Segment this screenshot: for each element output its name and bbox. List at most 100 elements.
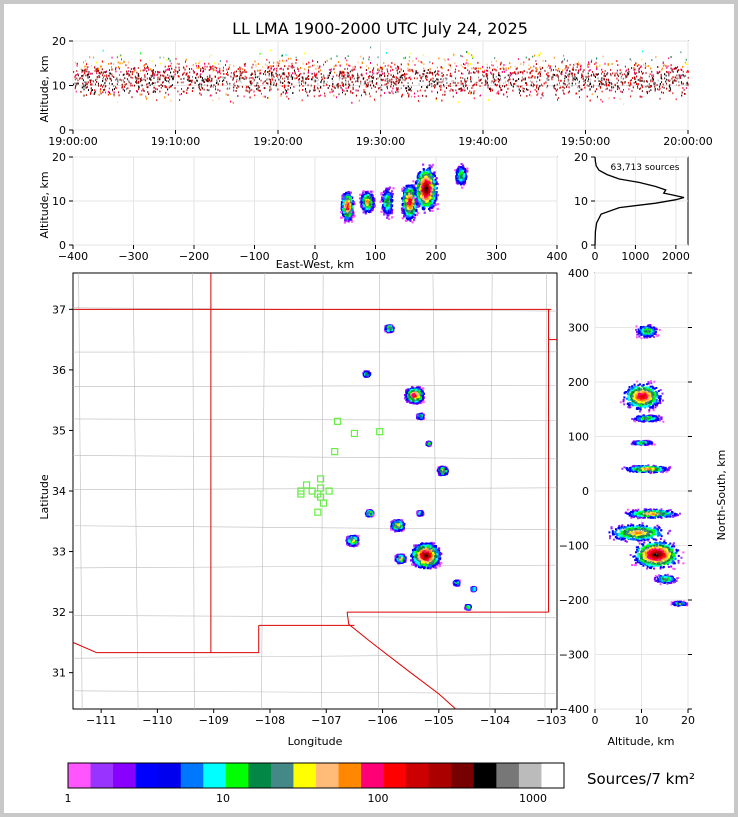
time-height-source-point: [529, 76, 531, 79]
time-height-source-point: [531, 76, 533, 79]
time-height-source-point: [356, 80, 358, 82]
time-height-source-point: [520, 85, 522, 88]
time-height-source-point: [117, 81, 119, 83]
time-height-source-point: [165, 86, 167, 89]
time-height-source-point: [512, 72, 514, 74]
time-height-source-point: [396, 77, 398, 80]
time-height-source-point: [110, 78, 112, 80]
time-height-source-point: [378, 87, 380, 90]
time-height-source-point: [162, 74, 164, 77]
time-height-source-point: [101, 68, 103, 71]
time-height-source-point: [188, 79, 190, 82]
east-west-source-point: [344, 209, 347, 212]
time-height-source-point: [132, 70, 134, 73]
time-height-source-point: [630, 83, 632, 86]
time-height-source-point: [178, 66, 180, 69]
time-height-source-point: [449, 74, 451, 77]
time-height-source-point: [288, 65, 290, 67]
time-height-source-point: [254, 85, 256, 87]
time-height-source-point: [131, 77, 133, 79]
time-height-source-point: [112, 88, 114, 91]
time-height-source-point: [239, 66, 241, 69]
east-west-source-point: [368, 210, 371, 214]
time-height-source-point: [449, 85, 451, 87]
time-height-source-point: [330, 70, 332, 73]
time-height-source-point: [662, 83, 664, 86]
time-height-source-point: [569, 70, 571, 73]
time-height-source-point: [239, 68, 241, 70]
time-height-source-point: [260, 72, 262, 75]
time-height-source-point: [191, 67, 193, 70]
time-height-source-point: [661, 86, 663, 88]
time-height-source-point: [282, 82, 284, 84]
time-height-source-point: [585, 75, 587, 78]
time-height-source-point: [182, 66, 184, 69]
time-height-source-point: [368, 56, 370, 59]
time-height-source-point: [88, 76, 90, 78]
time-height-source-point: [289, 81, 291, 84]
time-height-source-point: [249, 80, 251, 83]
time-height-source-point: [167, 74, 169, 76]
time-height-source-point: [179, 93, 181, 96]
time-height-source-point: [350, 91, 352, 94]
time-height-source-point: [596, 57, 598, 60]
time-height-source-point: [664, 77, 666, 80]
time-height-source-point: [212, 99, 214, 102]
time-height-source-point: [473, 90, 475, 93]
east-west-source-point: [351, 196, 354, 199]
time-height-source-point: [510, 81, 512, 84]
time-height-source-point: [315, 76, 317, 78]
time-height-source-point: [619, 69, 621, 72]
time-height-source-point: [333, 68, 335, 71]
time-height-source-point: [395, 76, 397, 79]
time-height-source-point: [500, 79, 502, 82]
time-height-source-point: [238, 70, 240, 73]
time-height-source-point: [343, 89, 345, 92]
time-height-source-point: [341, 75, 343, 78]
time-height-source-point: [246, 85, 248, 88]
time-height-source-point: [390, 69, 392, 72]
time-height-source-point: [507, 79, 509, 82]
time-height-source-point: [175, 66, 177, 69]
time-height-source-point: [212, 67, 214, 70]
time-height-source-point: [615, 90, 617, 93]
time-height-source-point: [565, 69, 567, 72]
time-height-source-point: [189, 68, 191, 70]
time-height-source-point: [400, 76, 402, 79]
time-height-source-point: [649, 73, 651, 76]
time-height-source-point: [297, 68, 299, 71]
time-height-source-point: [679, 76, 681, 79]
time-height-source-point: [478, 70, 480, 73]
time-height-source-point: [578, 70, 580, 73]
time-height-source-point: [127, 72, 129, 75]
time-height-source-point: [309, 65, 311, 68]
time-height-source-point: [426, 72, 428, 75]
time-height-source-point: [379, 66, 381, 69]
time-height-source-point: [567, 91, 569, 94]
time-height-source-point: [657, 66, 659, 68]
time-height-source-point: [140, 79, 142, 82]
time-height-source-point: [300, 83, 302, 85]
time-height-source-point: [527, 89, 529, 91]
time-height-source-point: [455, 65, 457, 68]
time-height-source-point: [404, 75, 406, 78]
time-height-source-point: [553, 74, 555, 76]
time-height-source-point: [176, 71, 178, 74]
time-height-source-point: [143, 78, 145, 81]
time-height-source-point: [633, 81, 635, 84]
time-height-source-point: [149, 78, 151, 81]
time-height-source-point: [229, 87, 231, 90]
time-height-source-point: [85, 65, 87, 68]
time-height-source-point: [157, 73, 159, 76]
east-west-source-point: [341, 210, 344, 213]
east-west-source-point: [340, 201, 344, 204]
time-height-source-point: [604, 70, 606, 72]
time-height-source-point: [641, 80, 643, 82]
time-height-source-point: [188, 78, 190, 81]
time-height-source-point: [278, 78, 280, 81]
time-height-source-point: [139, 80, 141, 83]
time-height-source-point: [137, 73, 139, 75]
time-height-source-point: [568, 79, 570, 82]
time-height-source-point: [503, 82, 505, 85]
time-height-source-point: [347, 80, 349, 83]
